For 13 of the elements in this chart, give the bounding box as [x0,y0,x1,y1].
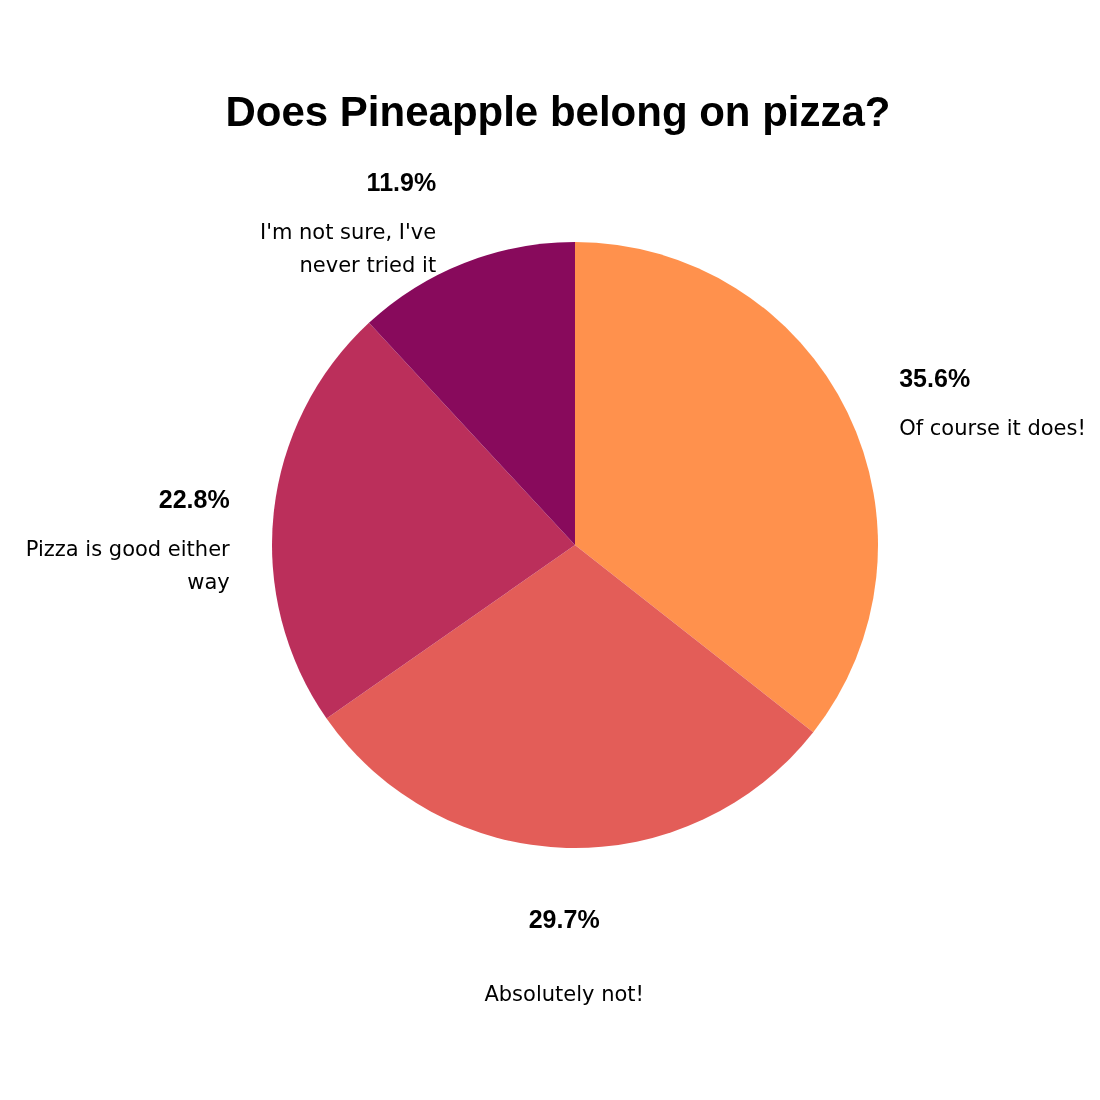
data-label: 11.9% [366,168,437,197]
data-label: 35.6% [899,364,971,393]
slice-label: Absolutely not! [484,981,644,1006]
pie-slice [326,545,814,848]
pie-slice [575,242,878,733]
chart-title: Does Pineapple belong on pizza? [225,88,891,135]
slice-label: Pizza is good either way [25,536,231,594]
slice-label: Of course it does! [899,416,1086,441]
slice-label: I'm not sure, I've never tried it [259,220,437,278]
pie-slice [368,242,575,545]
data-label: 22.8% [158,484,230,513]
data-label: 29.7% [528,904,600,933]
pie-slice [272,322,575,719]
